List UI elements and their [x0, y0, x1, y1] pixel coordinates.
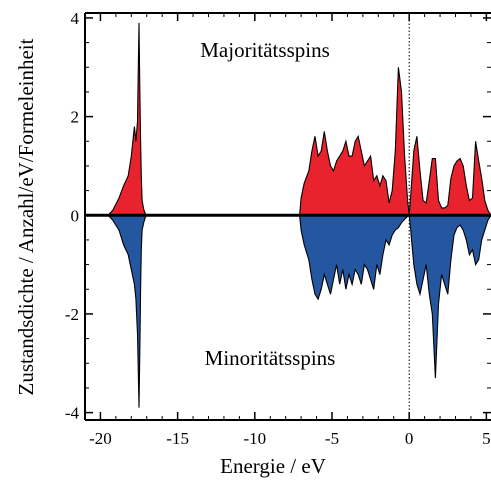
- majority-fill-band-0: [108, 22, 147, 216]
- annotation-minority: Minoritätsspins: [205, 346, 336, 370]
- minority-curve-segment-0: [107, 214, 148, 408]
- x-axis-title: Energie / eV: [220, 454, 326, 478]
- y-tick-label: -4: [65, 404, 80, 423]
- y-tick-label: -2: [65, 305, 79, 324]
- minority-fill-band-1: [299, 215, 491, 379]
- y-axis-title: Zustandsdichte / Anzahl/eV/Formeleinheit: [14, 38, 38, 395]
- minority-curve-segment-1: [299, 214, 491, 379]
- plot-frame: [84, 12, 491, 421]
- tick-layer: [85, 13, 491, 420]
- y-tick-label: 0: [71, 206, 80, 225]
- x-tick-label: 0: [405, 429, 414, 448]
- annotation-majority: Majoritätsspins: [200, 38, 330, 62]
- minority-fill-band-0: [108, 215, 147, 408]
- majority-fill-band-1: [299, 67, 491, 216]
- x-tick-label: -15: [166, 429, 189, 448]
- dos-curve-layer: [107, 22, 491, 408]
- x-tick-label: 5: [482, 429, 491, 448]
- majority-curve-segment-1: [299, 67, 491, 216]
- y-tick-label: 4: [71, 9, 80, 28]
- x-tick-label: -20: [89, 429, 112, 448]
- x-tick-label: -10: [243, 429, 266, 448]
- y-tick-label: 2: [71, 108, 80, 127]
- dos-fill-layer: [108, 22, 491, 408]
- x-tick-label: -5: [325, 429, 339, 448]
- majority-curve-segment-0: [107, 22, 148, 216]
